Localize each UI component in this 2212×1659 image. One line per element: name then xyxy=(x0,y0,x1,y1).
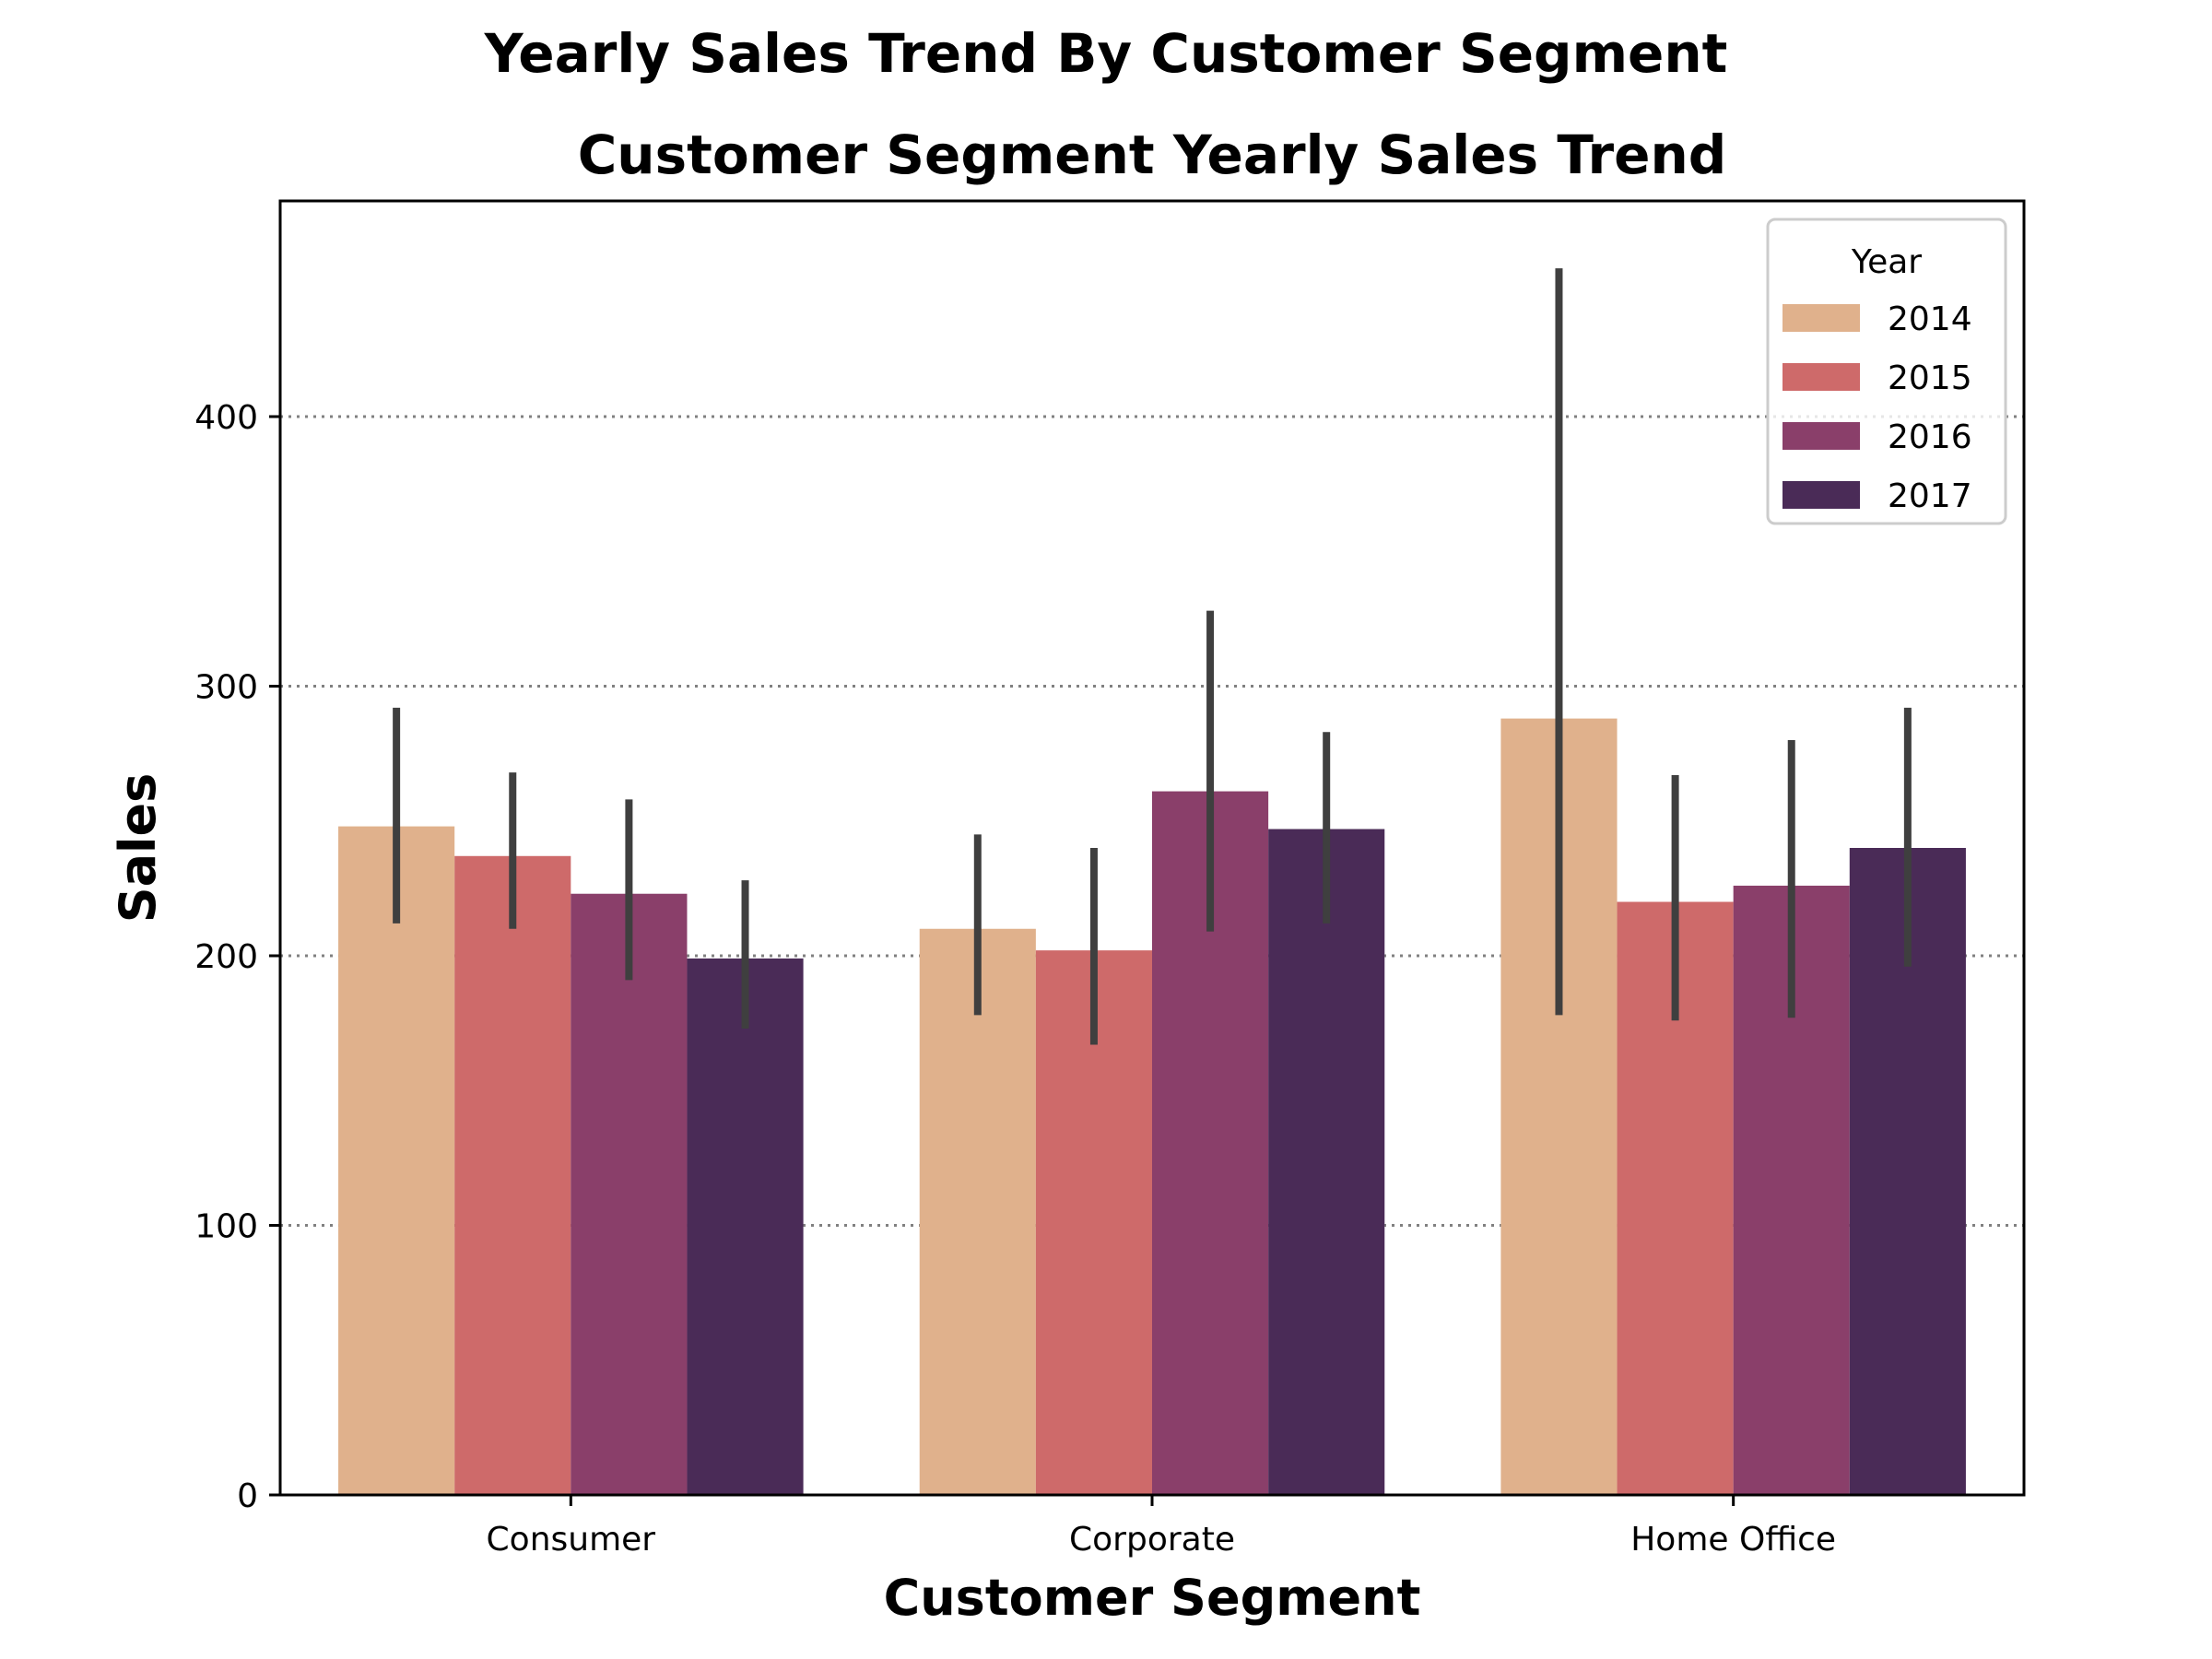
legend: Year 2014 2015 2016 2017 xyxy=(1766,218,2007,525)
bar-2017-consumer xyxy=(687,958,804,1495)
legend-swatch-2015 xyxy=(1783,363,1860,391)
x-tick-label: Consumer xyxy=(487,1521,656,1559)
x-axis-label: Customer Segment xyxy=(884,1569,1421,1627)
bars xyxy=(338,718,1966,1495)
axis-ticks: 0 100 200 300 400 Consumer Corporate Home Offic… xyxy=(194,399,1836,1559)
bar-2016-consumer xyxy=(571,893,688,1495)
legend-label-2017: 2017 xyxy=(1888,477,1972,515)
bar-2015-consumer xyxy=(454,855,571,1495)
x-tick-label: Home Office xyxy=(1630,1521,1836,1559)
y-tick-label: 200 xyxy=(194,938,258,976)
chart-title: Customer Segment Yearly Sales Trend xyxy=(578,124,1727,186)
legend-label-2015: 2015 xyxy=(1888,359,1972,397)
x-tick-label: Corporate xyxy=(1069,1521,1235,1559)
legend-swatch-2016 xyxy=(1783,422,1860,450)
bar-2014-consumer xyxy=(338,826,455,1495)
y-tick-label: 300 xyxy=(194,669,258,707)
legend-label-2014: 2014 xyxy=(1888,300,1972,338)
legend-swatch-2014 xyxy=(1783,304,1860,332)
figure-suptitle: Yearly Sales Trend By Customer Segment xyxy=(484,22,1728,85)
y-tick-label: 400 xyxy=(194,399,258,437)
y-axis-label: Sales xyxy=(109,773,167,924)
legend-swatch-2017 xyxy=(1783,481,1860,509)
y-tick-label: 100 xyxy=(194,1208,258,1246)
bar-2014-corporate xyxy=(919,928,1036,1495)
legend-title: Year xyxy=(1851,243,1922,281)
error-bars xyxy=(393,268,1912,1045)
legend-label-2016: 2016 xyxy=(1888,418,1972,456)
y-tick-label: 0 xyxy=(237,1477,258,1515)
bar-2017-corporate xyxy=(1268,829,1385,1495)
